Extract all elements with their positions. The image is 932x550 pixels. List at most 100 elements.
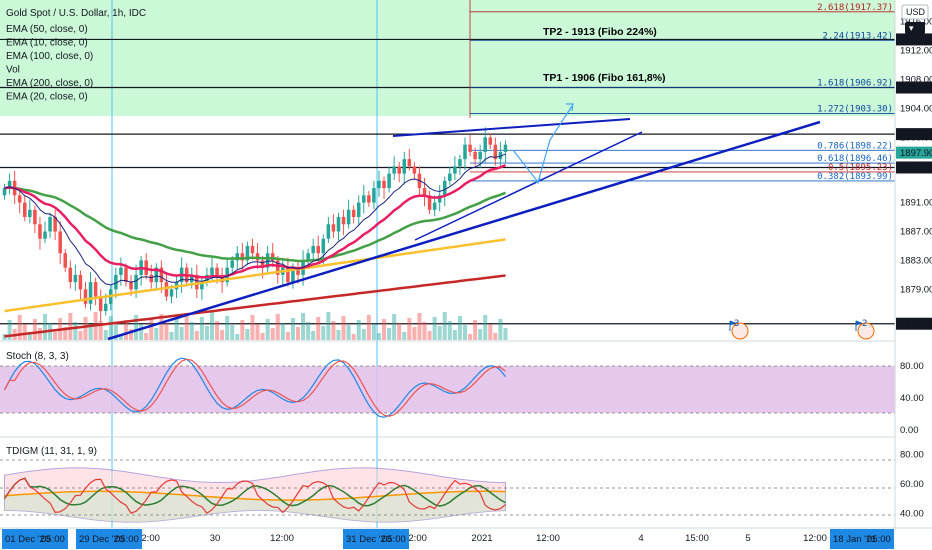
candle-body bbox=[488, 137, 493, 145]
price-tick: 1887.00 bbox=[900, 226, 932, 237]
volume-bar bbox=[2, 334, 7, 340]
candle-body bbox=[473, 151, 477, 160]
volume-bar bbox=[42, 314, 48, 340]
candle-body bbox=[311, 245, 315, 254]
volume-bar bbox=[265, 319, 270, 340]
volume-bar bbox=[98, 321, 103, 340]
volume-bar bbox=[341, 316, 346, 340]
candle-body bbox=[235, 253, 240, 261]
volume-bar bbox=[432, 317, 437, 340]
candle-body bbox=[260, 260, 265, 268]
fibonacci-levels: 2.618(1917.37) 2.24(1913.42) 1.618(1906.92… bbox=[469, 0, 895, 182]
candle-body bbox=[437, 195, 442, 203]
fib-label: 1.272(1903.30) bbox=[817, 105, 893, 115]
stoch-tick: 0.00 bbox=[900, 425, 919, 436]
candle-body bbox=[483, 137, 488, 152]
price-badge-label: 1900.46 bbox=[900, 130, 932, 141]
candle-body bbox=[458, 159, 462, 167]
volume-bar bbox=[7, 320, 12, 340]
volume-bar bbox=[336, 330, 341, 340]
price-tick: 1912.00 bbox=[900, 46, 932, 57]
event-marker[interactable]: 3 bbox=[729, 319, 749, 340]
volume-bar bbox=[204, 326, 209, 340]
ema-200-line bbox=[4, 274, 506, 338]
candle-body bbox=[245, 245, 250, 261]
volume-bar bbox=[209, 312, 215, 340]
volume-bar bbox=[68, 313, 73, 340]
tdigm-legend: TDIGM (11, 31, 1, 9) bbox=[6, 446, 97, 457]
volume-bar bbox=[118, 334, 123, 340]
volume-bar bbox=[392, 314, 397, 340]
trendline-support-main bbox=[107, 120, 821, 341]
candle-body bbox=[442, 180, 447, 196]
volume-bar bbox=[270, 328, 275, 340]
candle-body bbox=[119, 267, 123, 275]
stoch-tick: 80.00 bbox=[900, 361, 924, 372]
candle-body bbox=[103, 303, 108, 312]
volume-bar bbox=[63, 327, 68, 340]
candle-body bbox=[296, 267, 300, 275]
volume-bar bbox=[113, 325, 118, 340]
volume-bar bbox=[230, 325, 235, 340]
volume-bar bbox=[250, 315, 255, 340]
candle-body bbox=[48, 217, 52, 232]
legend-item: EMA (10, close, 0) bbox=[6, 38, 88, 49]
candle-body bbox=[33, 209, 37, 225]
candle-body bbox=[270, 253, 275, 261]
volume-bar bbox=[503, 328, 508, 340]
legend-item: EMA (50, close, 0) bbox=[6, 24, 88, 35]
candle-body bbox=[210, 267, 214, 275]
time-axis[interactable] bbox=[0, 528, 932, 550]
settings-button[interactable]: ▾ bbox=[905, 22, 925, 34]
currency-button[interactable]: USD bbox=[901, 4, 929, 20]
event-marker[interactable]: 2 bbox=[855, 319, 875, 340]
volume-bar bbox=[422, 322, 427, 340]
candle-body bbox=[341, 217, 346, 225]
volume-bar bbox=[225, 316, 230, 340]
volume-bar bbox=[199, 317, 204, 340]
volume-bar bbox=[149, 319, 154, 340]
price-tick: 1908.00 bbox=[900, 75, 932, 86]
price-badge: 1900.46 bbox=[896, 128, 932, 141]
price-tick: 1883.00 bbox=[900, 255, 932, 266]
volume-bar bbox=[351, 334, 356, 340]
candle-body bbox=[189, 274, 194, 283]
candle-body bbox=[275, 260, 280, 275]
volume-bar bbox=[402, 332, 407, 340]
volume-bar bbox=[407, 318, 412, 340]
candle-body bbox=[169, 289, 174, 297]
candle-body bbox=[412, 166, 417, 174]
candle-body bbox=[336, 217, 341, 232]
candle-body bbox=[362, 195, 366, 203]
tdigm-tick: 60.00 bbox=[900, 479, 924, 490]
projection-arrow-icon bbox=[566, 103, 574, 112]
volume-bar bbox=[498, 319, 503, 340]
volume-bar bbox=[134, 315, 139, 340]
candle-body bbox=[351, 209, 356, 218]
time-label: 5 bbox=[745, 533, 750, 544]
time-badge-time: 05:00 bbox=[867, 534, 891, 545]
candle-body bbox=[306, 253, 310, 261]
tp2-annotation: TP2 - 1913 (Fibo 224%) bbox=[543, 26, 657, 38]
candle-body bbox=[58, 231, 62, 254]
candle-body bbox=[73, 274, 78, 283]
candle-body bbox=[134, 274, 138, 290]
volume-bar bbox=[290, 318, 295, 340]
volume-bar bbox=[427, 331, 432, 340]
time-label: 12:00 bbox=[136, 533, 160, 544]
stoch-ticks: 80.00 40.00 0.00 bbox=[900, 361, 924, 436]
time-badge-date: 01 Dec '20 bbox=[5, 534, 50, 545]
candle-body bbox=[250, 245, 255, 254]
volume-bar bbox=[78, 331, 83, 340]
ema-100-line bbox=[4, 238, 506, 313]
candle-body bbox=[88, 282, 93, 304]
price-badge-label: 1895.85 bbox=[900, 163, 932, 174]
legend-item: EMA (20, close, 0) bbox=[6, 92, 88, 103]
candle-body bbox=[478, 151, 482, 160]
horizontal-levels bbox=[0, 38, 895, 325]
stoch-k-line bbox=[3, 357, 506, 418]
volume-bar bbox=[164, 323, 169, 340]
